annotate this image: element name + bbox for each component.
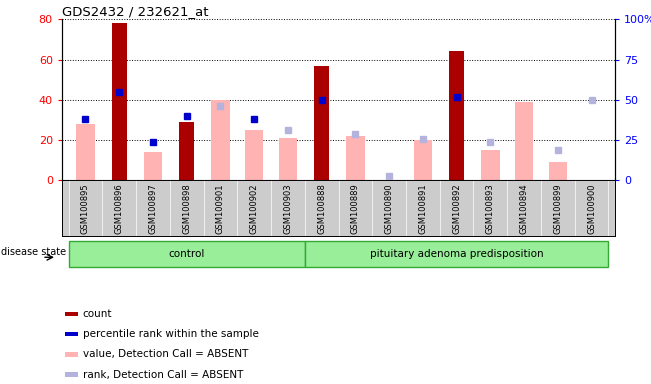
Text: GSM100893: GSM100893 xyxy=(486,183,495,234)
Bar xyxy=(515,102,533,180)
Text: GSM100896: GSM100896 xyxy=(115,183,124,234)
Bar xyxy=(64,332,78,336)
FancyBboxPatch shape xyxy=(305,242,609,267)
Text: GSM100888: GSM100888 xyxy=(317,183,326,234)
Bar xyxy=(481,150,499,180)
Bar xyxy=(64,312,78,316)
Text: percentile rank within the sample: percentile rank within the sample xyxy=(83,329,258,339)
Text: GSM100891: GSM100891 xyxy=(419,183,427,234)
Bar xyxy=(346,136,365,180)
Text: GSM100890: GSM100890 xyxy=(385,183,394,234)
Bar xyxy=(245,130,264,180)
Text: GSM100900: GSM100900 xyxy=(587,183,596,234)
Text: GSM100897: GSM100897 xyxy=(148,183,158,234)
Bar xyxy=(314,66,329,180)
Text: count: count xyxy=(83,309,113,319)
Text: GSM100898: GSM100898 xyxy=(182,183,191,234)
Bar xyxy=(64,372,78,377)
Text: GSM100901: GSM100901 xyxy=(216,183,225,234)
FancyBboxPatch shape xyxy=(68,242,305,267)
Bar xyxy=(144,152,162,180)
Bar xyxy=(449,51,464,180)
Bar xyxy=(549,162,567,180)
Text: GSM100902: GSM100902 xyxy=(250,183,258,234)
Text: GSM100889: GSM100889 xyxy=(351,183,360,234)
Bar xyxy=(211,100,230,180)
Bar xyxy=(413,140,432,180)
Text: rank, Detection Call = ABSENT: rank, Detection Call = ABSENT xyxy=(83,369,243,379)
Text: GSM100894: GSM100894 xyxy=(519,183,529,234)
Bar xyxy=(179,122,194,180)
Text: pituitary adenoma predisposition: pituitary adenoma predisposition xyxy=(370,249,544,260)
Text: GSM100903: GSM100903 xyxy=(283,183,292,234)
Text: value, Detection Call = ABSENT: value, Detection Call = ABSENT xyxy=(83,349,248,359)
Bar xyxy=(64,352,78,357)
Bar xyxy=(76,124,95,180)
Text: GDS2432 / 232621_at: GDS2432 / 232621_at xyxy=(62,5,208,18)
Text: control: control xyxy=(169,249,205,260)
Bar xyxy=(111,23,127,180)
Text: GSM100895: GSM100895 xyxy=(81,183,90,234)
Text: GSM100899: GSM100899 xyxy=(553,183,562,234)
Bar xyxy=(279,138,298,180)
Text: disease state: disease state xyxy=(1,247,66,257)
Text: GSM100892: GSM100892 xyxy=(452,183,461,234)
